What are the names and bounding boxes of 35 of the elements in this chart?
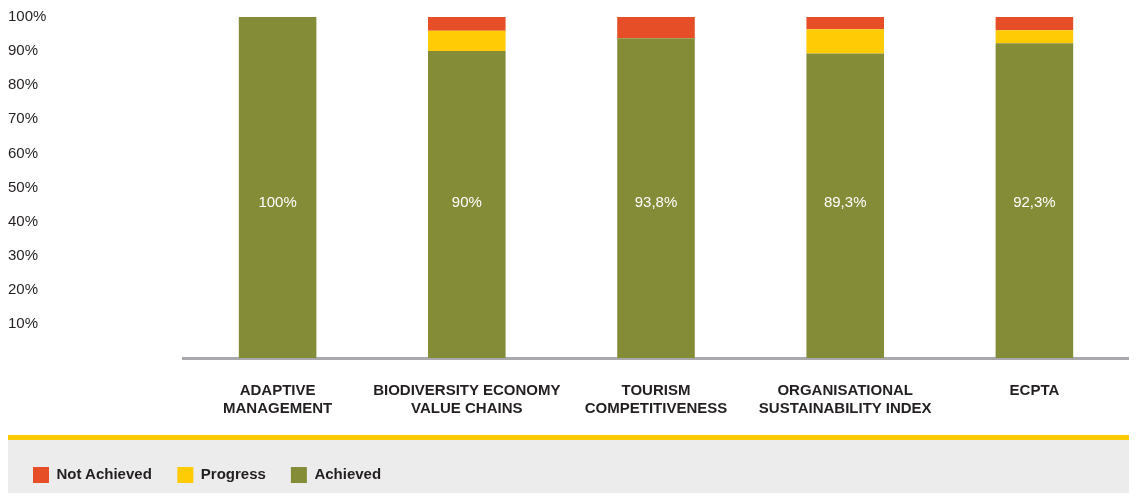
legend-label: Progress <box>200 465 266 483</box>
bar <box>428 51 506 358</box>
bar <box>995 30 1074 44</box>
x-tick-label: BIODIVERSITY ECONOMY VALUE CHAINS <box>373 381 561 417</box>
bar <box>617 17 695 39</box>
bar <box>428 30 506 52</box>
y-tick-label: 100% <box>8 7 47 25</box>
x-tick-label: ADAPTIVE MANAGEMENT <box>223 381 333 417</box>
y-tick-label: 90% <box>8 41 39 59</box>
bar <box>806 53 884 358</box>
data-label: 92,3% <box>1013 193 1056 211</box>
y-tick-label: 30% <box>8 245 39 263</box>
bar <box>617 38 695 358</box>
y-tick-label: 80% <box>8 75 39 93</box>
x-tick-label: ECPTA <box>1009 381 1060 399</box>
bar <box>806 17 884 30</box>
y-tick-label: 40% <box>8 211 39 229</box>
y-tick-label: 50% <box>8 177 39 195</box>
data-label: 100% <box>258 193 297 211</box>
x-tick-label: TOURISM COMPETITIVENESS <box>584 381 728 417</box>
data-label: 90% <box>451 193 482 211</box>
y-tick-label: 60% <box>8 143 39 161</box>
bar <box>995 17 1074 31</box>
bar <box>428 17 506 31</box>
legend-label: Achieved <box>314 465 382 483</box>
bar <box>238 17 317 358</box>
data-label: 89,3% <box>823 193 867 211</box>
legend-label: Not Achieved <box>56 465 152 483</box>
x-tick-label: ORGANISATIONAL SUSTAINABILITY INDEX <box>758 381 932 417</box>
y-tick-label: 70% <box>8 109 39 127</box>
y-tick-label: 10% <box>8 314 39 332</box>
bar <box>806 29 884 54</box>
y-tick-label: 20% <box>8 279 39 297</box>
data-label: 93,8% <box>634 193 678 211</box>
bar <box>995 43 1074 358</box>
